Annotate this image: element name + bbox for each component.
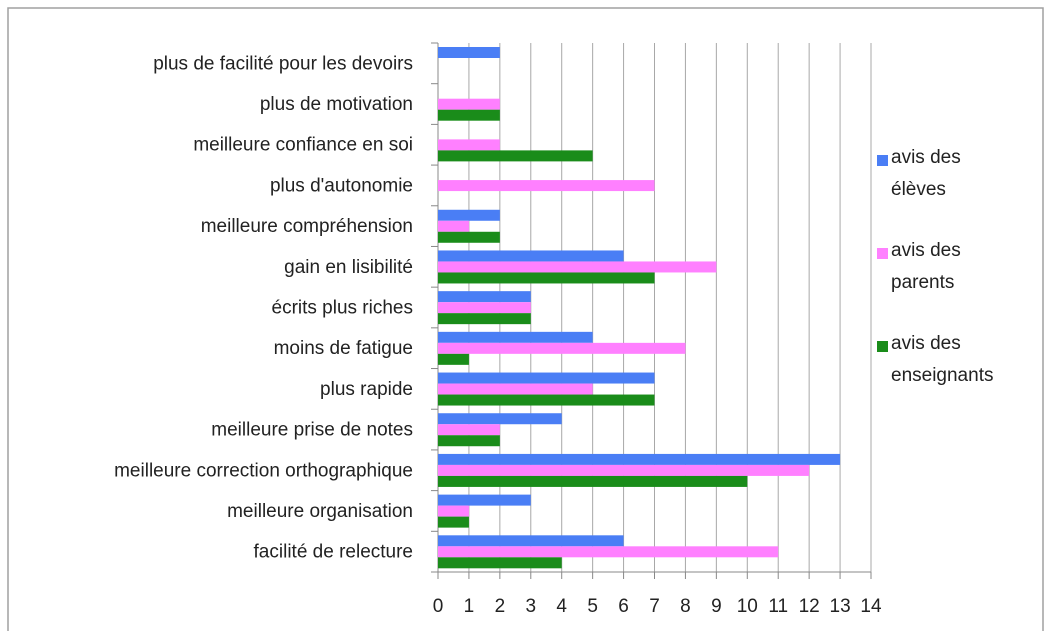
bar (438, 313, 531, 325)
bar (438, 47, 500, 58)
x-tick-label: 1 (464, 596, 475, 617)
bar (438, 231, 500, 243)
y-tick-label: gain en lisibilité (284, 257, 413, 278)
bar (438, 535, 624, 547)
y-tick-label: plus rapide (320, 379, 413, 400)
y-tick-label: écrits plus riches (272, 298, 414, 319)
bar (438, 453, 841, 465)
bar (438, 98, 500, 110)
y-tick-label: meilleure organisation (227, 501, 413, 522)
bar (438, 394, 655, 406)
x-tick-label: 14 (860, 596, 882, 617)
bar (438, 139, 500, 151)
legend-label: avis des élèves (891, 147, 961, 200)
bar (438, 424, 500, 436)
x-tick-label: 0 (433, 596, 444, 617)
bar (438, 557, 562, 569)
bar (438, 413, 562, 425)
bar (438, 353, 469, 365)
x-tick-label: 3 (525, 596, 536, 617)
y-tick-label: plus d'autonomie (270, 175, 413, 196)
legend-swatch (877, 155, 888, 166)
bar (438, 435, 500, 447)
bar (438, 383, 593, 395)
bar (438, 272, 655, 284)
bar (438, 302, 531, 314)
bar (438, 291, 531, 303)
y-tick-label: plus de motivation (260, 94, 413, 115)
bar (438, 209, 500, 221)
y-tick-label: plus de facilité pour les devoirs (153, 53, 413, 74)
x-tick-label: 12 (799, 596, 820, 617)
legend-label: avis des enseignants (891, 333, 994, 386)
chart-frame (7, 7, 1044, 631)
y-tick-label: meilleure confiance en soi (193, 135, 413, 156)
bar (438, 475, 748, 487)
y-tick-label: meilleure prise de notes (211, 420, 413, 441)
bar (438, 516, 469, 528)
bar (438, 372, 655, 384)
bar (438, 150, 593, 162)
x-tick-label: 8 (680, 596, 691, 617)
bar (438, 109, 500, 121)
bar (438, 220, 469, 232)
legend-swatch (877, 248, 888, 259)
x-tick-label: 4 (556, 596, 567, 617)
bar (438, 180, 655, 192)
y-tick-label: meilleure correction orthographique (114, 460, 413, 481)
bar (438, 331, 593, 343)
x-tick-label: 13 (830, 596, 851, 617)
x-tick-label: 7 (649, 596, 660, 617)
y-tick-label: moins de fatigue (274, 338, 413, 359)
legend-label: avis des parents (891, 240, 961, 293)
bar (438, 261, 717, 273)
bar (438, 250, 624, 262)
legend-swatch (877, 341, 888, 352)
x-tick-label: 2 (495, 596, 506, 617)
y-tick-label: facilité de relecture (254, 542, 413, 563)
bar (438, 546, 779, 558)
x-tick-label: 9 (711, 596, 722, 617)
bar (438, 494, 531, 506)
x-tick-label: 6 (618, 596, 629, 617)
x-tick-label: 11 (768, 596, 788, 617)
bar (438, 505, 469, 517)
bar (438, 464, 810, 476)
x-tick-label: 10 (737, 596, 758, 617)
y-tick-label: meilleure compréhension (201, 216, 413, 237)
bar (438, 342, 686, 354)
x-tick-label: 5 (587, 596, 598, 617)
